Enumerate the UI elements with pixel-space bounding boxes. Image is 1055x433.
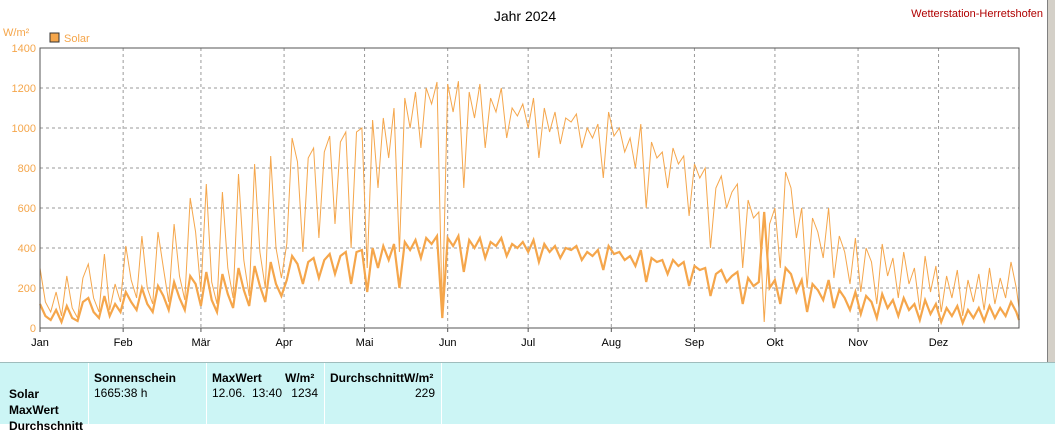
header-max: MaxWert	[212, 371, 262, 385]
y-tick-label: 1400	[12, 43, 36, 55]
header-average: DurchschnittW/m²	[330, 371, 434, 385]
x-tick-label: Apr	[276, 337, 293, 349]
sunshine-value: 1665:38 h	[94, 386, 148, 400]
row-label-avg: Durchschnitt	[9, 419, 84, 433]
plot-frame	[39, 47, 1020, 329]
x-tick-label: Feb	[114, 337, 133, 349]
y-tick-label: 200	[18, 283, 36, 295]
max-value: 1234	[291, 386, 318, 400]
y-tick-label: 1200	[12, 83, 36, 95]
scroll-edge	[1047, 0, 1055, 362]
y-tick-label: 800	[18, 163, 36, 175]
average-value: 229	[414, 386, 435, 400]
series-average-line	[38, 211, 1021, 327]
legend-swatch-solar	[49, 32, 60, 43]
column-separator	[206, 363, 207, 424]
y-tick-label: 400	[18, 243, 36, 255]
x-tick-label: Mär	[191, 337, 210, 349]
y-axis: 0 200 400 600 800 1000 1200 1400	[12, 43, 36, 335]
x-tick-label: Sep	[685, 337, 705, 349]
x-tick-label: Okt	[766, 337, 783, 349]
y-tick-label: 0	[30, 323, 36, 335]
column-separator	[88, 363, 89, 424]
row-label-solar: Solar	[9, 387, 40, 401]
x-tick-label: Jun	[439, 337, 457, 349]
header-max-unit: W/m²	[285, 371, 315, 385]
column-separator	[324, 363, 325, 424]
column-separator	[441, 363, 442, 424]
x-tick-label: Dez	[929, 337, 949, 349]
x-axis: Jan Feb Mär Apr Mai Jun Jul Aug Sep Okt Nov Dez	[31, 328, 948, 349]
x-tick-label: Nov	[848, 337, 868, 349]
y-axis-unit: W/m²	[3, 27, 30, 39]
series-solar-line	[39, 81, 1020, 323]
max-time: 13:40	[252, 386, 283, 400]
x-tick-label: Mai	[356, 337, 374, 349]
x-tick-label: Aug	[602, 337, 622, 349]
stats-panel: Solar MaxWert Durchschnitt Sonnenschein …	[0, 362, 1055, 433]
row-label-max: MaxWert	[9, 403, 59, 417]
y-tick-label: 600	[18, 203, 36, 215]
header-sunshine: Sonnenschein	[94, 371, 177, 385]
x-tick-label: Jul	[521, 337, 535, 349]
station-name: Wetterstation-Herretshofen	[911, 8, 1043, 20]
chart-title: Jahr 2024	[494, 8, 556, 24]
max-date: 12.06.	[212, 386, 246, 400]
grid	[40, 48, 1019, 328]
x-tick-label: Jan	[31, 337, 49, 349]
solar-chart: Jahr 2024 Wetterstation-Herretshofen W/m…	[3, 8, 1043, 349]
y-tick-label: 1000	[12, 123, 36, 135]
legend-label-solar: Solar	[64, 33, 90, 45]
